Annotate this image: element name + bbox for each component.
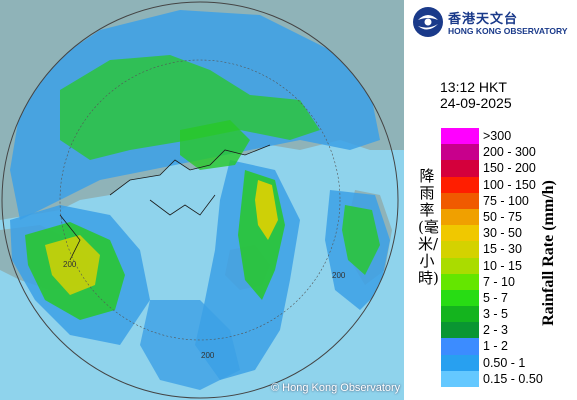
hko-logo-icon bbox=[413, 7, 443, 37]
legend-label: 7 - 10 bbox=[483, 274, 515, 289]
legend-swatch bbox=[441, 225, 479, 242]
legend-swatch bbox=[441, 338, 479, 355]
legend-swatch bbox=[441, 241, 479, 258]
legend-swatch bbox=[441, 160, 479, 177]
legend-label: 3 - 5 bbox=[483, 307, 509, 322]
range-label-south: 200 bbox=[201, 351, 215, 360]
observation-time: 13:12 HKT bbox=[440, 79, 507, 95]
legend-label: 150 - 200 bbox=[483, 161, 536, 176]
range-label-east: 200 bbox=[332, 271, 346, 280]
legend-swatch bbox=[441, 322, 479, 339]
legend-label: 30 - 50 bbox=[483, 226, 522, 241]
legend-swatch bbox=[441, 354, 479, 371]
legend-label: 5 - 7 bbox=[483, 290, 509, 305]
range-ring-inner bbox=[59, 59, 341, 341]
legend-swatch bbox=[441, 208, 479, 226]
legend-swatch bbox=[441, 128, 479, 145]
observation-date: 24-09-2025 bbox=[440, 95, 512, 111]
legend-swatch bbox=[441, 192, 479, 209]
legend-swatch bbox=[441, 176, 479, 193]
legend-label: >300 bbox=[483, 129, 512, 143]
copyright-text: © Hong Kong Observatory bbox=[271, 382, 401, 394]
logo-chinese-name: 香港天文台 bbox=[448, 12, 519, 27]
legend-swatch bbox=[441, 306, 479, 323]
legend-swatch bbox=[441, 144, 479, 161]
legend-label: 2 - 3 bbox=[483, 323, 509, 338]
legend-title-chinese: 降雨率(毫米/小時) bbox=[418, 167, 439, 287]
legend-label: 0.50 - 1 bbox=[483, 355, 526, 370]
legend-label: 50 - 75 bbox=[483, 209, 522, 224]
legend-label: 200 - 300 bbox=[483, 145, 536, 160]
legend-label: 10 - 15 bbox=[483, 258, 522, 273]
logo-english-name: HONG KONG OBSERVATORY bbox=[448, 26, 568, 36]
legend-panel: 香港天文台 HONG KONG OBSERVATORY 13:12 HKT 24… bbox=[404, 0, 577, 400]
legend-label: 0.15 - 0.50 bbox=[483, 371, 543, 386]
legend-label: 1 - 2 bbox=[483, 339, 509, 354]
legend-swatch bbox=[441, 273, 479, 290]
radar-echoes bbox=[10, 10, 390, 390]
coastline bbox=[59, 144, 271, 261]
legend-label: 15 - 30 bbox=[483, 242, 522, 257]
legend-label: 100 - 150 bbox=[483, 177, 536, 192]
range-label-west: 200 bbox=[63, 260, 77, 269]
legend-swatch bbox=[441, 370, 479, 387]
legend-swatch bbox=[441, 257, 479, 274]
range-ring-outer bbox=[1, 1, 399, 399]
legend-title-english: Rainfall Rate (mm/h) bbox=[540, 180, 557, 326]
legend-swatch bbox=[441, 289, 479, 307]
legend-label: 75 - 100 bbox=[483, 193, 529, 208]
radar-map-svg: 200 200 200 bbox=[0, 0, 404, 400]
hko-logo[interactable]: 香港天文台 HONG KONG OBSERVATORY bbox=[412, 6, 572, 40]
radar-map[interactable]: 200 200 200 © Hong Kong Observatory bbox=[0, 0, 404, 400]
